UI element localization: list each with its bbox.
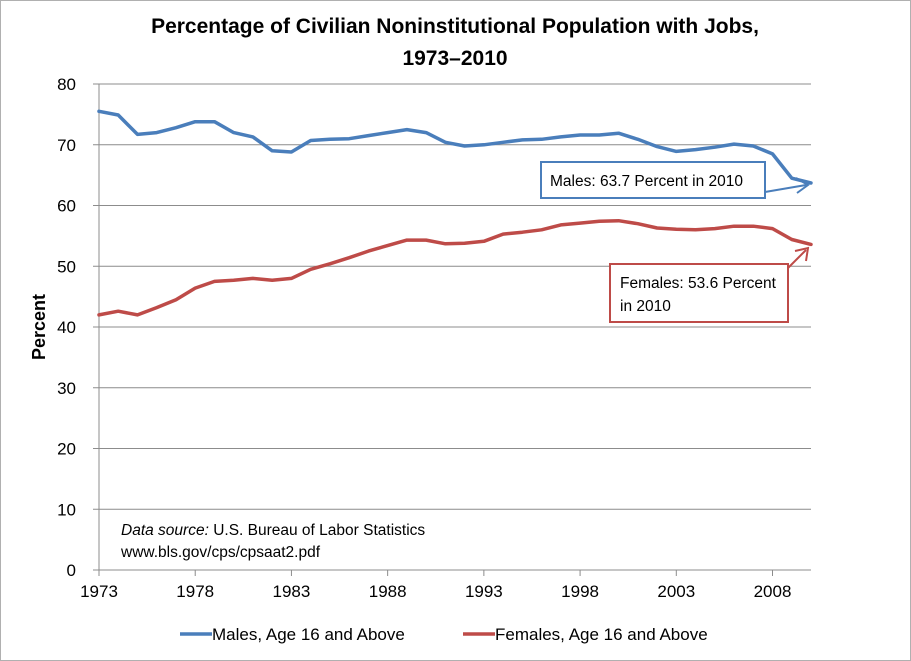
x-tick-label-1973: 1973: [80, 582, 118, 601]
y-tick-label-60: 60: [57, 197, 76, 216]
x-tick-label-1983: 1983: [273, 582, 311, 601]
legend-label-females: Females, Age 16 and Above: [495, 625, 708, 644]
x-tick-label-1993: 1993: [465, 582, 503, 601]
y-tick-label-40: 40: [57, 318, 76, 337]
y-tick-label-10: 10: [57, 500, 76, 519]
data-source-note: Data source: U.S. Bureau of Labor Statis…: [121, 522, 425, 539]
gridlines: [99, 83, 811, 510]
females-callout-text-line-2: in 2010: [620, 298, 671, 315]
legend: Males, Age 16 and Above Females, Age 16 …: [180, 625, 708, 644]
x-tick-label-1988: 1988: [369, 582, 407, 601]
x-tick-label-1978: 1978: [176, 582, 214, 601]
legend-label-males: Males, Age 16 and Above: [212, 625, 405, 644]
females-callout-box: [609, 263, 789, 323]
y-tick-label-30: 30: [57, 379, 76, 398]
series-lines: [97, 109, 813, 317]
females-callout: Females: 53.6 Percent in 2010: [609, 246, 810, 323]
y-tick-label-50: 50: [57, 257, 76, 276]
males-callout-box: [540, 161, 766, 199]
females-callout-text-line-1: Females: 53.6 Percent: [620, 275, 777, 292]
y-tick-labels: 0 10 20 30 40 50 60 70 80: [57, 75, 76, 580]
chart-title-line-1: Percentage of Civilian Noninstitutional …: [151, 15, 759, 38]
males-callout-text: Males: 63.7 Percent in 2010: [550, 173, 743, 190]
males-callout-arrow: [764, 184, 807, 193]
chart-title-line-2: 1973–2010: [402, 47, 507, 70]
y-tick-label-80: 80: [57, 75, 76, 94]
females-callout-arrow: [787, 249, 807, 269]
x-tick-label-2008: 2008: [754, 582, 792, 601]
x-tick-label-1998: 1998: [561, 582, 599, 601]
males-callout-arrowhead: [795, 177, 810, 194]
data-source-text: U.S. Bureau of Labor Statistics: [209, 522, 425, 539]
x-tick-labels: 1973 1978 1983 1988 1993 1998 2003 2008: [80, 582, 791, 601]
data-source-label: Data source:: [121, 522, 209, 539]
series-line-females: [97, 218, 813, 317]
series-line-males: [97, 109, 813, 185]
y-tick-label-20: 20: [57, 440, 76, 459]
y-axis-label: Percent: [29, 294, 49, 360]
x-tick-label-2003: 2003: [657, 582, 695, 601]
axes: [93, 83, 811, 576]
y-tick-label-70: 70: [57, 136, 76, 155]
females-callout-arrowhead: [794, 246, 810, 262]
y-tick-label-0: 0: [67, 561, 76, 580]
males-callout: Males: 63.7 Percent in 2010: [540, 161, 810, 199]
data-source-url: www.bls.gov/cps/cpsaat2.pdf: [120, 544, 321, 561]
